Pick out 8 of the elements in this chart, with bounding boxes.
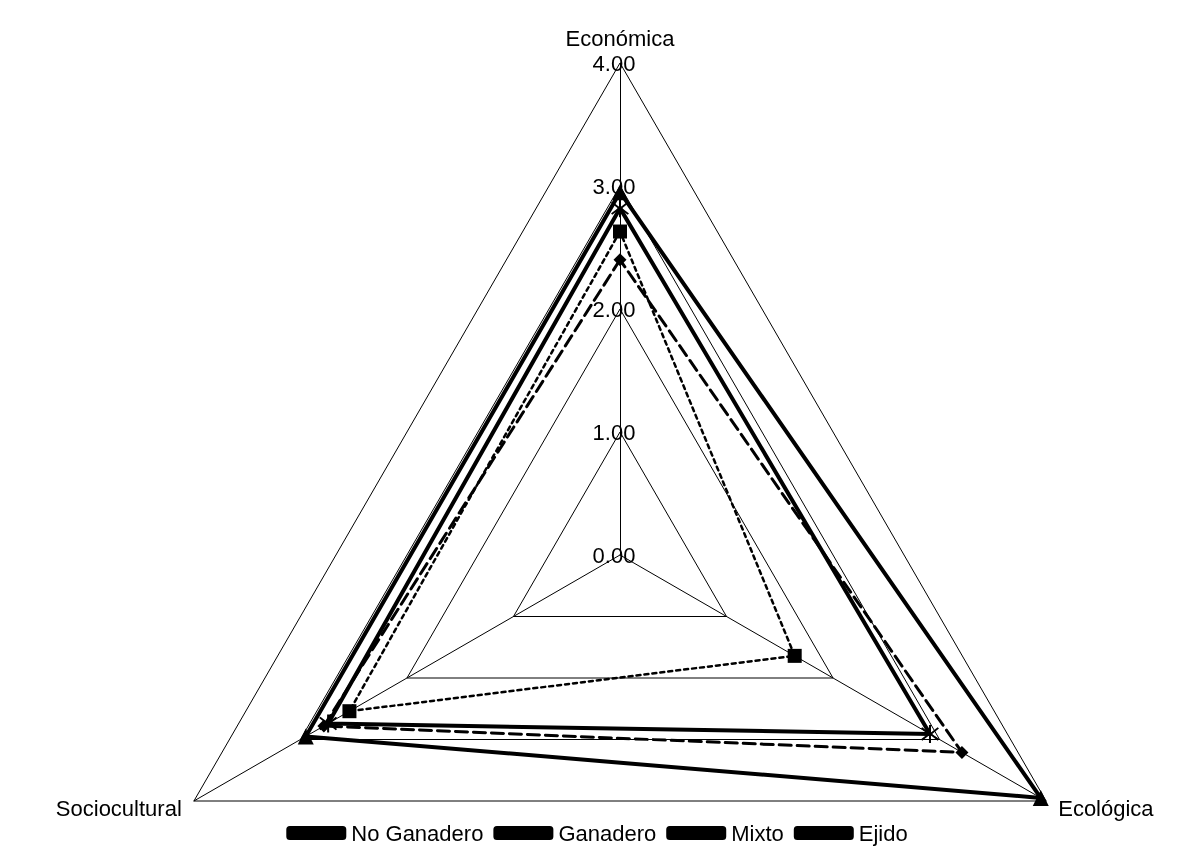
spoke-label: Económica (565, 25, 676, 51)
legend-label: Ganadero (558, 820, 657, 846)
legend-label: No Ganadero (351, 820, 484, 846)
spoke-label: Sociocultural (55, 795, 182, 821)
spoke-label: Ecológica (1058, 795, 1155, 821)
legend-label: Ejido (858, 820, 908, 846)
y-tick-label: 4.00 (592, 50, 636, 76)
legend-label: Mixto (731, 820, 784, 846)
